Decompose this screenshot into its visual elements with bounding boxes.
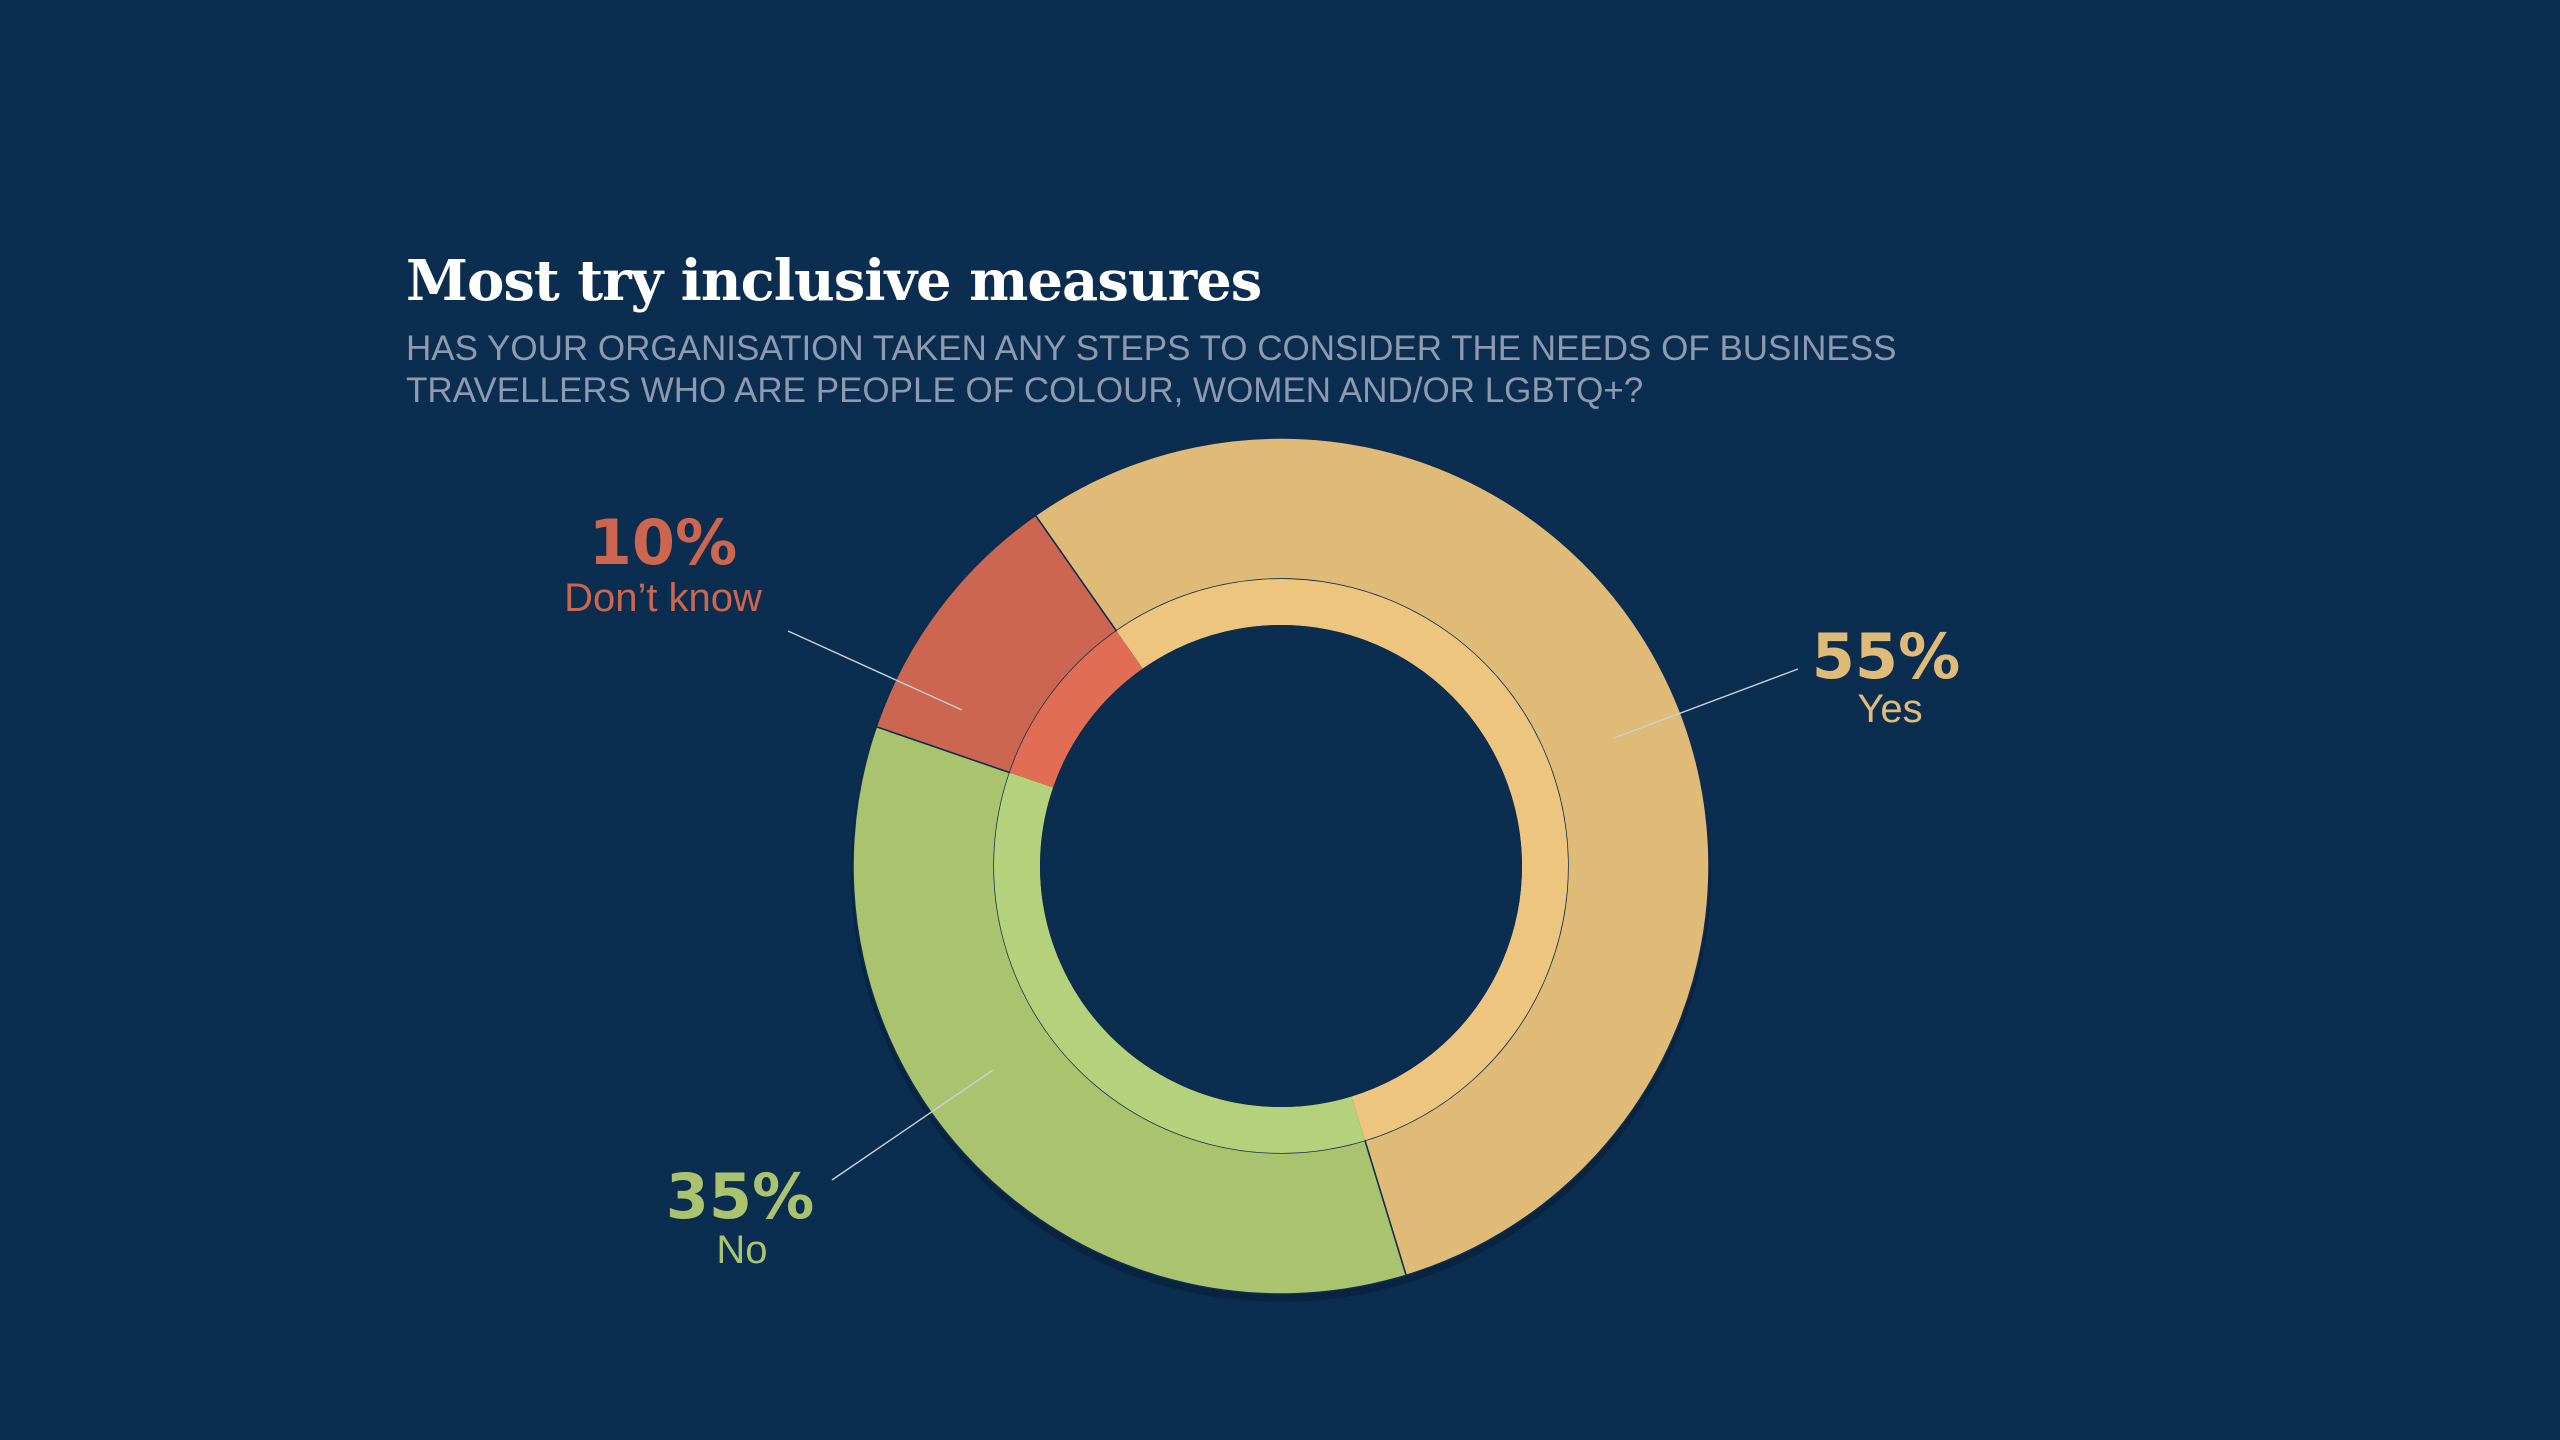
category-label-dont-know: Don’t know bbox=[564, 576, 762, 620]
value-label-yes: 55% bbox=[1812, 620, 1960, 693]
category-label-yes: Yes bbox=[1857, 687, 1922, 731]
chart-title: Most try inclusive measures bbox=[406, 248, 1262, 314]
value-label-dont-know: 10% bbox=[589, 506, 737, 579]
chart-subtitle: HAS YOUR ORGANISATION TAKEN ANY STEPS TO… bbox=[406, 328, 2046, 412]
inner-band-yes bbox=[1116, 579, 1568, 1141]
donut-hole bbox=[1040, 625, 1522, 1107]
subtitle-line-2: TRAVELLERS WHO ARE PEOPLE OF COLOUR, WOM… bbox=[406, 371, 1644, 410]
inner-band-no bbox=[994, 772, 1365, 1154]
value-label-no: 35% bbox=[666, 1160, 814, 1233]
inner-band-dont-know bbox=[1009, 630, 1143, 788]
leader-line-dont-know bbox=[787, 630, 963, 711]
subtitle-line-1: HAS YOUR ORGANISATION TAKEN ANY STEPS TO… bbox=[406, 329, 1897, 368]
leader-line-no bbox=[831, 1069, 994, 1181]
leader-line-yes bbox=[1613, 668, 1799, 739]
category-label-no: No bbox=[716, 1228, 767, 1272]
